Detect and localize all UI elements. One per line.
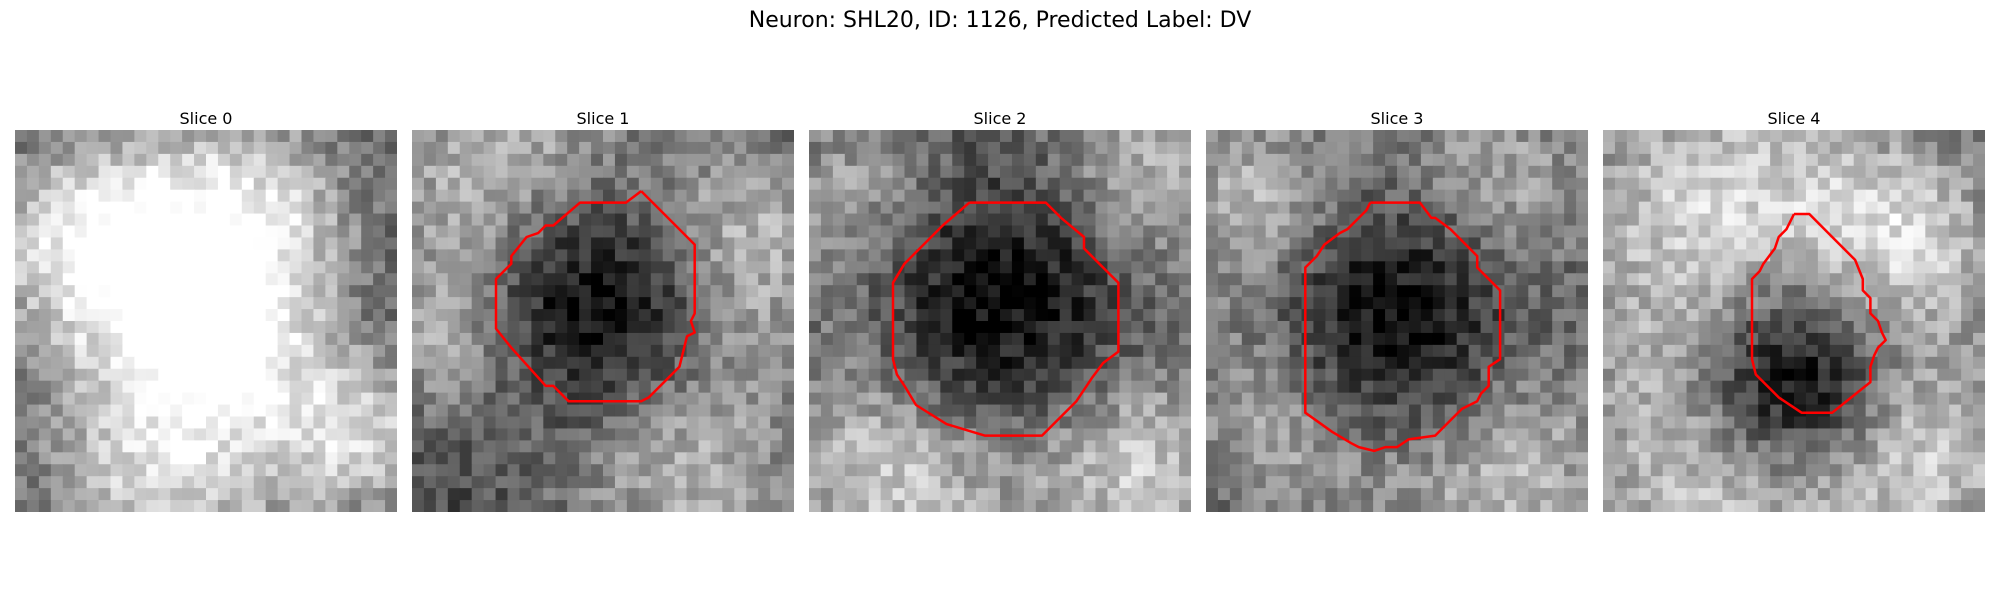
pixel-grid <box>1603 130 1985 512</box>
slice-image <box>15 130 397 512</box>
slice-title: Slice 1 <box>412 108 794 130</box>
slice-image <box>412 130 794 512</box>
slice-image <box>809 130 1191 512</box>
slice-title: Slice 2 <box>809 108 1191 130</box>
slice-panel-0: Slice 0 <box>15 108 397 512</box>
pixel-grid <box>809 130 1191 512</box>
slice-title: Slice 4 <box>1603 108 1985 130</box>
slice-panel-4: Slice 4 <box>1603 108 1985 512</box>
slice-panel-2: Slice 2 <box>809 108 1191 512</box>
slice-title: Slice 3 <box>1206 108 1588 130</box>
figure-title: Neuron: SHL20, ID: 1126, Predicted Label… <box>0 8 2000 33</box>
slice-title: Slice 0 <box>15 108 397 130</box>
pixel-grid <box>15 130 397 512</box>
pixel-grid <box>1206 130 1588 512</box>
slice-image <box>1603 130 1985 512</box>
pixel-grid <box>412 130 794 512</box>
slice-image <box>1206 130 1588 512</box>
slice-panel-1: Slice 1 <box>412 108 794 512</box>
slice-panel-3: Slice 3 <box>1206 108 1588 512</box>
